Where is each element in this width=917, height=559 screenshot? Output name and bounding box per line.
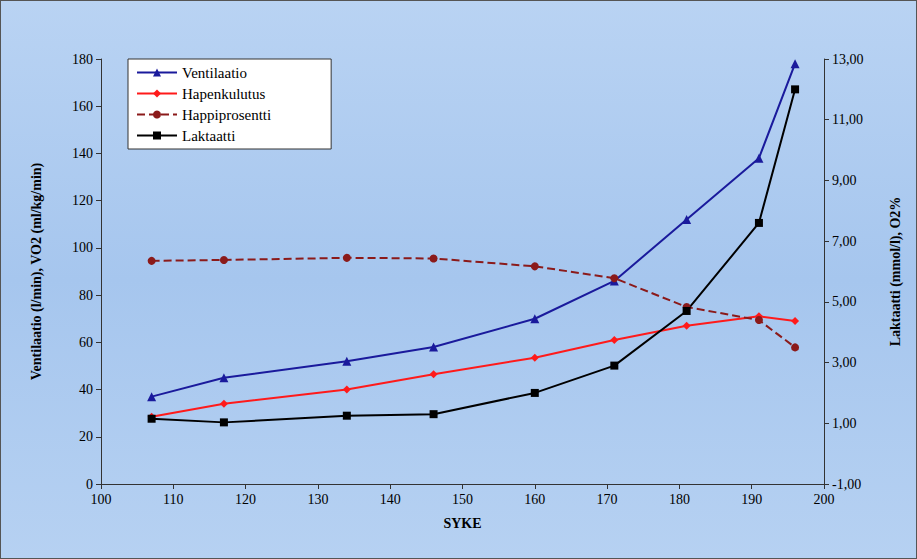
svg-text:0: 0 (86, 477, 93, 492)
svg-text:100: 100 (72, 240, 93, 255)
svg-text:170: 170 (597, 492, 618, 507)
svg-text:7,00: 7,00 (832, 234, 857, 249)
svg-text:9,00: 9,00 (832, 173, 857, 188)
svg-text:200: 200 (814, 492, 835, 507)
svg-text:Happiprosentti: Happiprosentti (182, 107, 271, 123)
svg-text:Laktaatti: Laktaatti (182, 128, 235, 144)
svg-text:180: 180 (72, 52, 93, 67)
svg-text:80: 80 (79, 288, 93, 303)
svg-text:Ventilaatio (l/min), VO2 (ml/k: Ventilaatio (l/min), VO2 (ml/kg/min) (29, 162, 45, 380)
svg-text:150: 150 (452, 492, 473, 507)
svg-text:110: 110 (163, 492, 183, 507)
svg-text:11,00: 11,00 (832, 112, 863, 127)
svg-text:40: 40 (79, 382, 93, 397)
svg-text:100: 100 (91, 492, 112, 507)
svg-text:Hapenkulutus: Hapenkulutus (182, 86, 265, 102)
svg-text:-1,00: -1,00 (832, 477, 861, 492)
svg-text:140: 140 (380, 492, 401, 507)
svg-text:1,00: 1,00 (832, 416, 857, 431)
svg-text:180: 180 (669, 492, 690, 507)
svg-text:130: 130 (307, 492, 328, 507)
svg-text:160: 160 (524, 492, 545, 507)
svg-text:160: 160 (72, 99, 93, 114)
svg-text:140: 140 (72, 146, 93, 161)
svg-text:Ventilaatio: Ventilaatio (182, 65, 247, 81)
svg-text:SYKE: SYKE (443, 516, 481, 531)
svg-text:13,00: 13,00 (832, 52, 864, 67)
svg-text:20: 20 (79, 429, 93, 444)
svg-text:5,00: 5,00 (832, 294, 857, 309)
svg-text:3,00: 3,00 (832, 355, 857, 370)
svg-text:60: 60 (79, 335, 93, 350)
svg-text:120: 120 (235, 492, 256, 507)
svg-text:190: 190 (741, 492, 762, 507)
svg-text:Laktaatti (mmol/l), O2%: Laktaatti (mmol/l), O2% (888, 197, 904, 347)
svg-text:120: 120 (72, 193, 93, 208)
